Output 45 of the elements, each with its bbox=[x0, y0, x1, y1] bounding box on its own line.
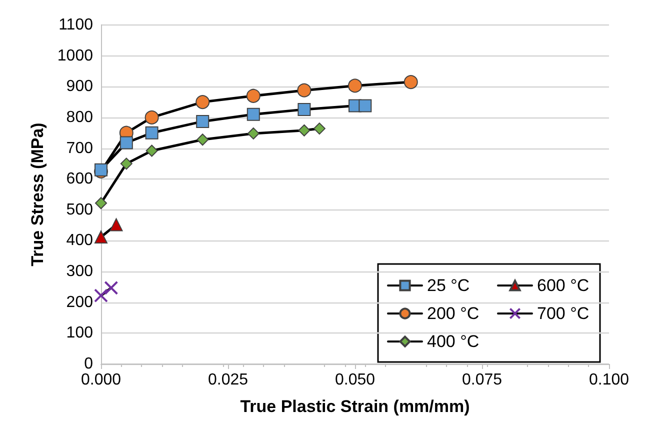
point bbox=[298, 102, 311, 116]
y-tick-label: 600 bbox=[66, 170, 94, 188]
point bbox=[104, 280, 118, 295]
y-tick-label: 100 bbox=[66, 324, 94, 342]
y-tick-label: 700 bbox=[66, 140, 94, 157]
point bbox=[94, 288, 108, 303]
x-tick-label: 0.100 bbox=[588, 372, 630, 388]
point bbox=[196, 95, 210, 110]
point bbox=[297, 83, 312, 98]
legend-label: 700 °C bbox=[537, 304, 590, 323]
point bbox=[196, 134, 209, 146]
y-tick-label: 300 bbox=[66, 263, 94, 280]
legend-label: 600 °C bbox=[537, 276, 590, 295]
point bbox=[404, 75, 418, 90]
y-tick-label: 400 bbox=[66, 232, 94, 250]
x-tick-label: 0.050 bbox=[334, 372, 376, 388]
point bbox=[95, 197, 107, 210]
point bbox=[313, 122, 326, 135]
point bbox=[196, 114, 210, 128]
y-tick-label: 800 bbox=[66, 108, 94, 126]
y-tick-label: 200 bbox=[66, 294, 94, 311]
y-tick-label: 500 bbox=[66, 201, 94, 218]
point bbox=[298, 124, 310, 136]
x-axis-title: True Plastic Strain (mm/mm) bbox=[240, 397, 470, 416]
point bbox=[246, 88, 260, 103]
y-tick-label: 1000 bbox=[57, 47, 94, 64]
y-tick-label: 1100 bbox=[58, 16, 94, 34]
point bbox=[145, 126, 158, 140]
legend-label: 25 °C bbox=[427, 276, 470, 295]
point bbox=[120, 158, 132, 170]
y-tick-label: 0 bbox=[84, 356, 94, 372]
x-tick-label: 0.025 bbox=[208, 372, 248, 388]
point bbox=[146, 144, 158, 157]
x-tick-label: 0.000 bbox=[80, 372, 122, 388]
point bbox=[358, 99, 372, 112]
point bbox=[246, 108, 260, 121]
legend-label: 400 °C bbox=[427, 332, 480, 351]
point bbox=[144, 110, 159, 124]
point bbox=[348, 78, 362, 93]
y-tick-label: 900 bbox=[66, 78, 94, 96]
legend-label: 200 °C bbox=[427, 304, 480, 323]
x-tick-label: 0.075 bbox=[462, 372, 502, 388]
point bbox=[247, 127, 260, 140]
point bbox=[120, 136, 133, 150]
y-axis-title: True Stress (MPa) bbox=[28, 122, 47, 266]
